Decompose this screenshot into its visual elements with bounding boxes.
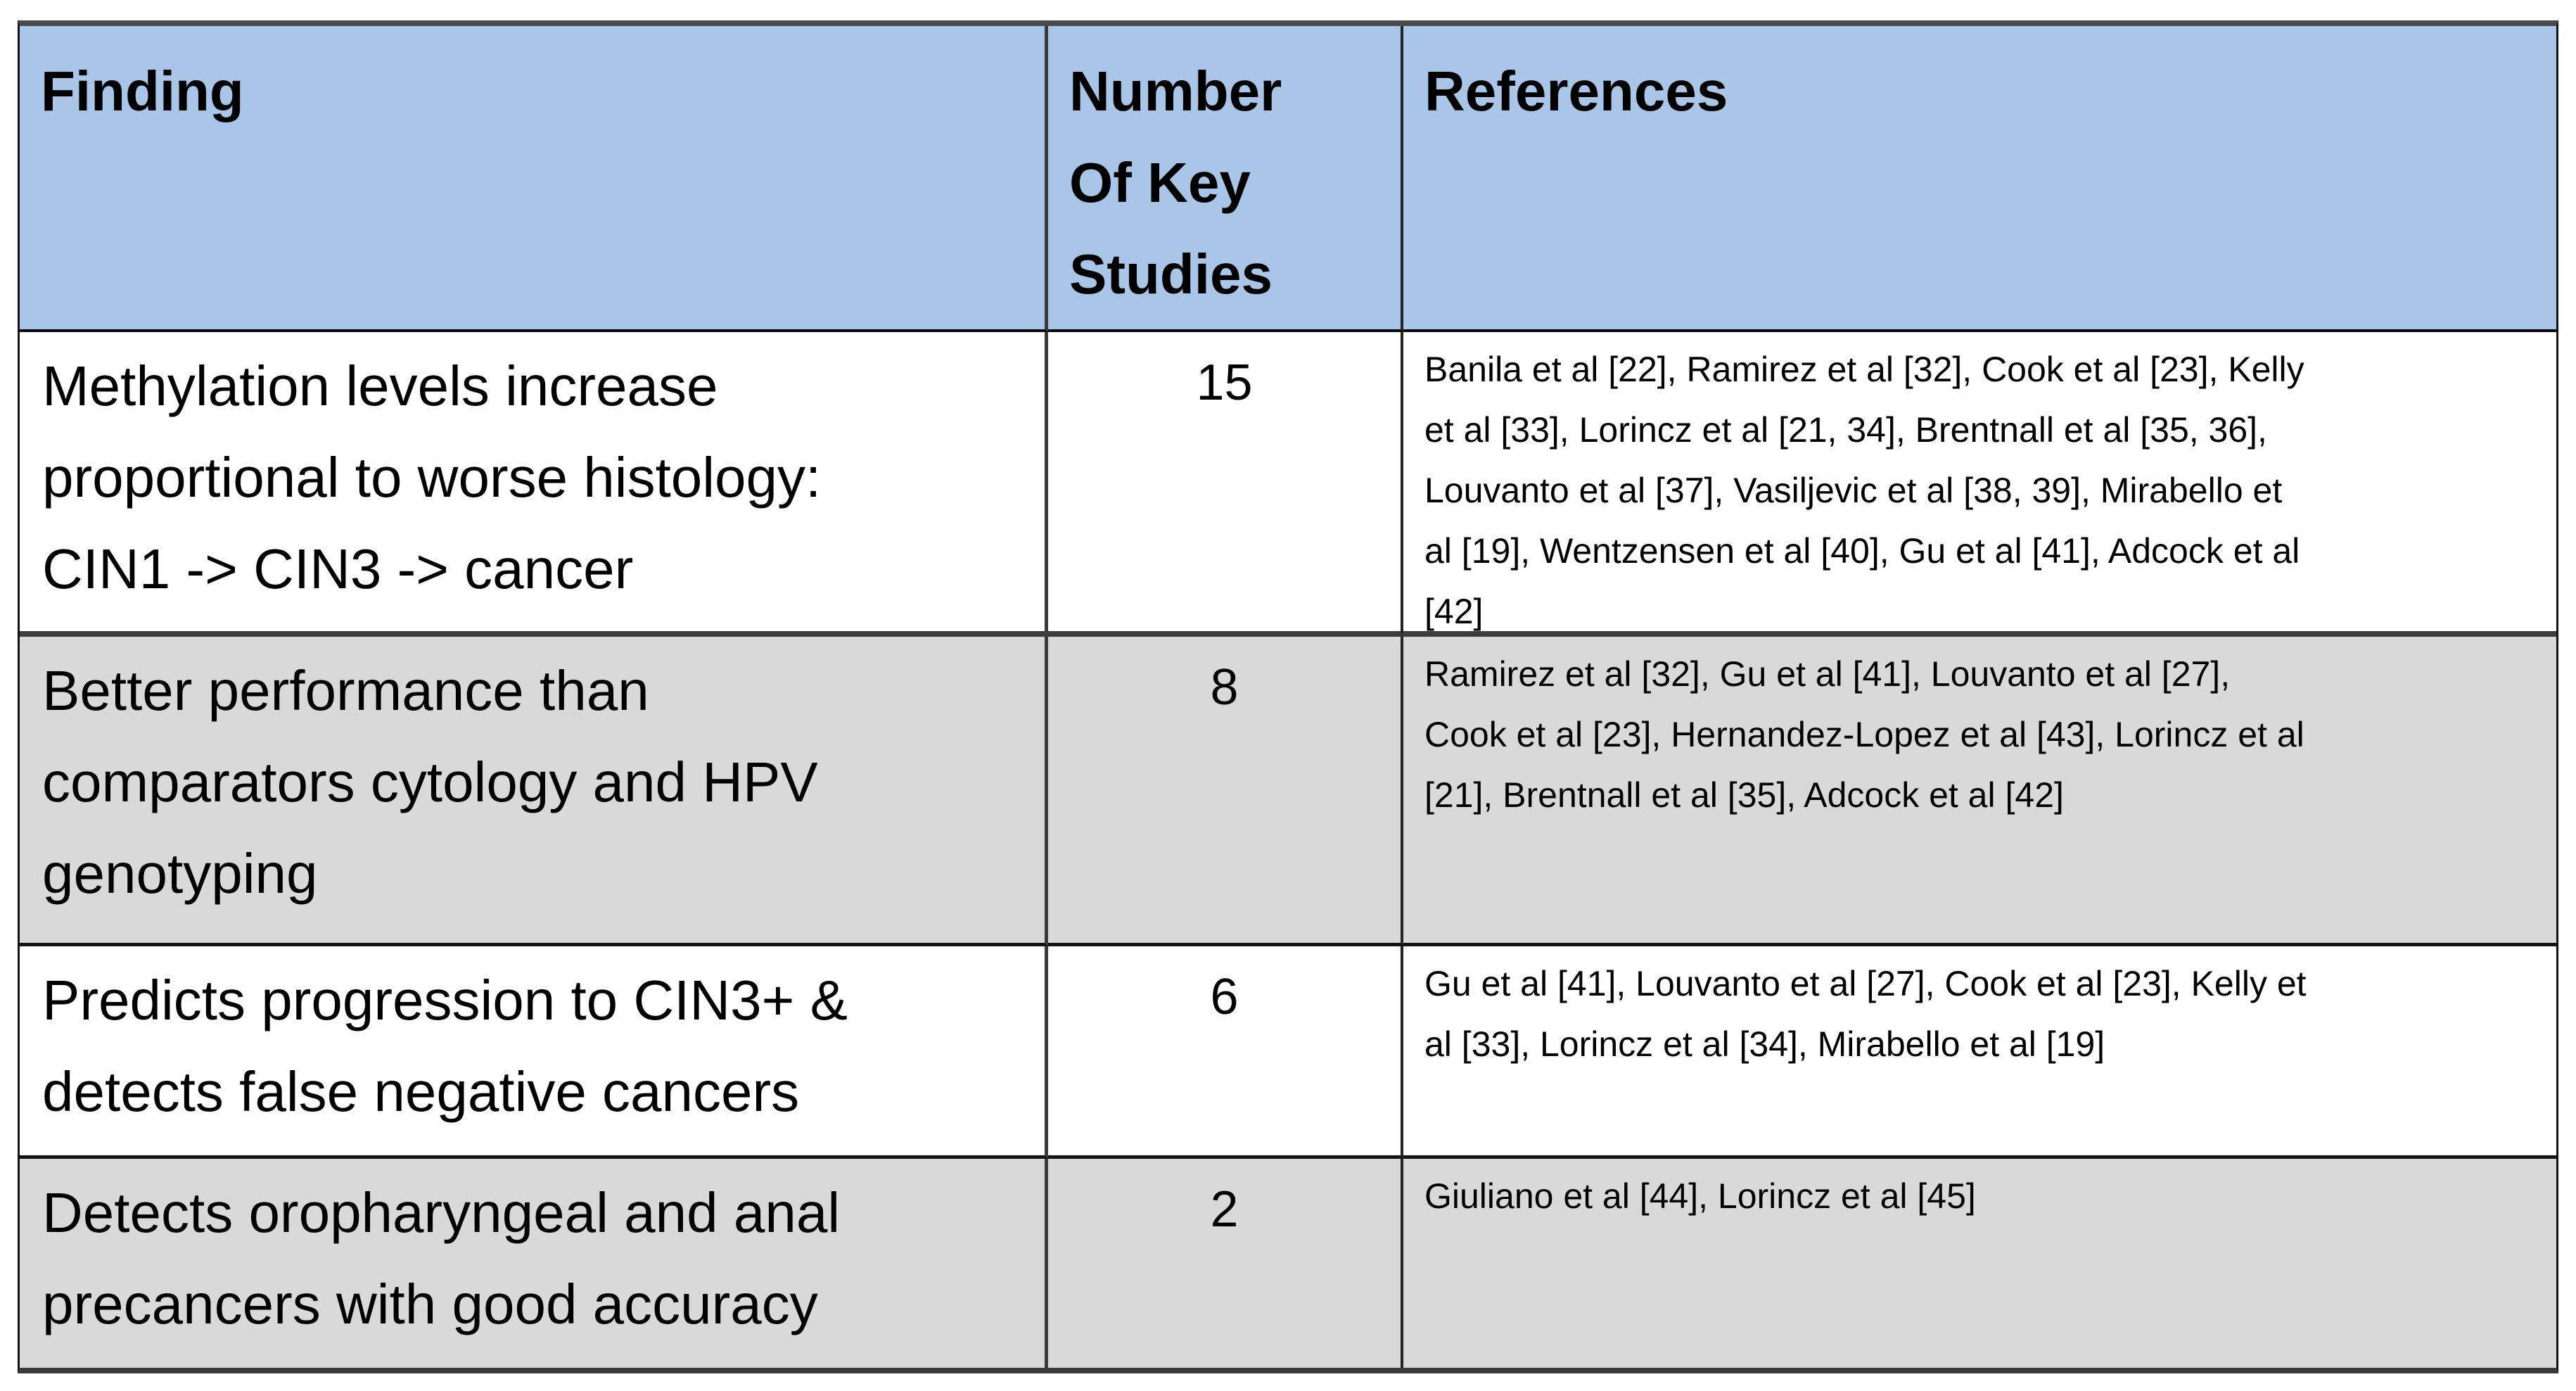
references-cell-row1: Banila et al [22], Ramirez et al [32], C… [1403,332,2556,637]
finding-cell-row2: Better performance than comparators cyto… [20,637,1048,946]
column-header-references: References [1403,26,2556,332]
references-cell-row3: Gu et al [41], Louvanto et al [27], Cook… [1403,946,2556,1159]
column-header-number-of-key-studies: Number Of Key Studies [1048,26,1403,332]
column-header-finding: Finding [20,26,1048,332]
references-cell-row4: Giuliano et al [44], Lorincz et al [45] [1403,1159,2556,1368]
study-count-cell-row1: 15 [1048,332,1403,637]
study-count-cell-row4: 2 [1048,1159,1403,1368]
finding-cell-row1: Methylation levels increase proportional… [20,332,1048,637]
study-count-cell-row3: 6 [1048,946,1403,1159]
finding-cell-row3: Predicts progression to CIN3+ & detects … [20,946,1048,1159]
finding-cell-row4: Detects oropharyngeal and anal precancer… [20,1159,1048,1368]
key-findings-table: Finding Number Of Key Studies References… [18,20,2558,1373]
study-count-cell-row2: 8 [1048,637,1403,946]
references-cell-row2: Ramirez et al [32], Gu et al [41], Louva… [1403,637,2556,946]
